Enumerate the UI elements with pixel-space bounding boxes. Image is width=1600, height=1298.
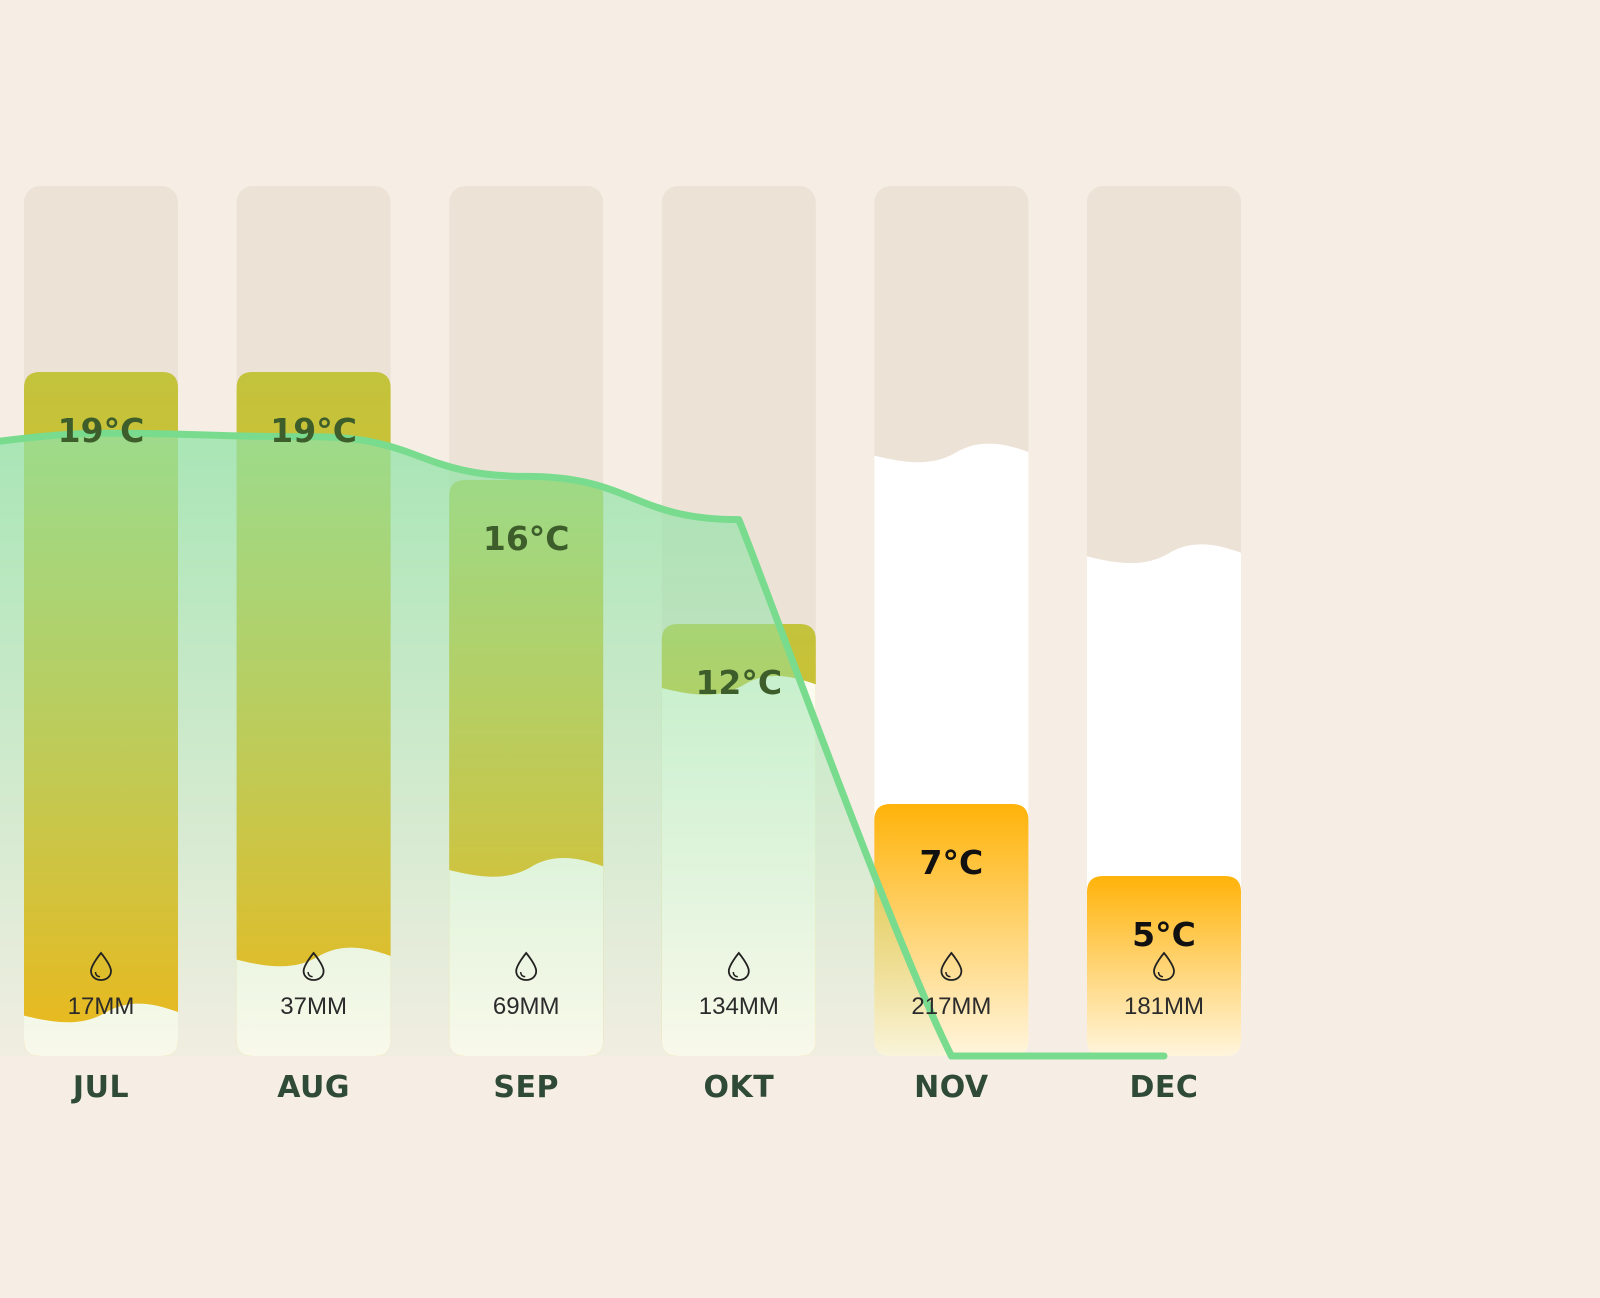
temperature-label: 12°C (695, 663, 782, 702)
temperature-area (0, 433, 1164, 1056)
labels-layer: 19°C 17MM JUL 19°C 37MM AUG 16°C 69MM SEP 12°C 134… (58, 411, 1204, 1105)
droplet-icon (727, 951, 750, 981)
precipitation-label: 134MM (699, 993, 779, 1020)
month-label: JUL (71, 1070, 129, 1105)
droplet-icon (302, 951, 325, 981)
month-label: NOV (914, 1070, 989, 1105)
temperature-line (0, 429, 1168, 1060)
droplet-icon (1153, 951, 1175, 981)
precipitation-label: 217MM (911, 993, 991, 1020)
droplet-icon (940, 951, 963, 981)
month-label: DEC (1130, 1070, 1199, 1105)
line-layer (0, 429, 1168, 1060)
temperature-label: 19°C (58, 411, 145, 450)
precipitation-label: 181MM (1124, 993, 1204, 1020)
precipitation-label: 37MM (280, 993, 347, 1020)
temperature-label: 16°C (483, 519, 570, 558)
precipitation-label: 17MM (68, 993, 135, 1020)
temperature-label: 7°C (920, 843, 984, 882)
month-label: AUG (277, 1070, 350, 1105)
droplet-icon (90, 951, 112, 981)
temperature-label: 19°C (270, 411, 357, 450)
temperature-bar-front (1087, 876, 1241, 1056)
temperature-label: 5°C (1132, 915, 1196, 954)
month-label: SEP (493, 1070, 559, 1105)
month-label: OKT (703, 1070, 774, 1105)
droplet-icon (515, 951, 538, 981)
precipitation-label: 69MM (493, 993, 560, 1020)
